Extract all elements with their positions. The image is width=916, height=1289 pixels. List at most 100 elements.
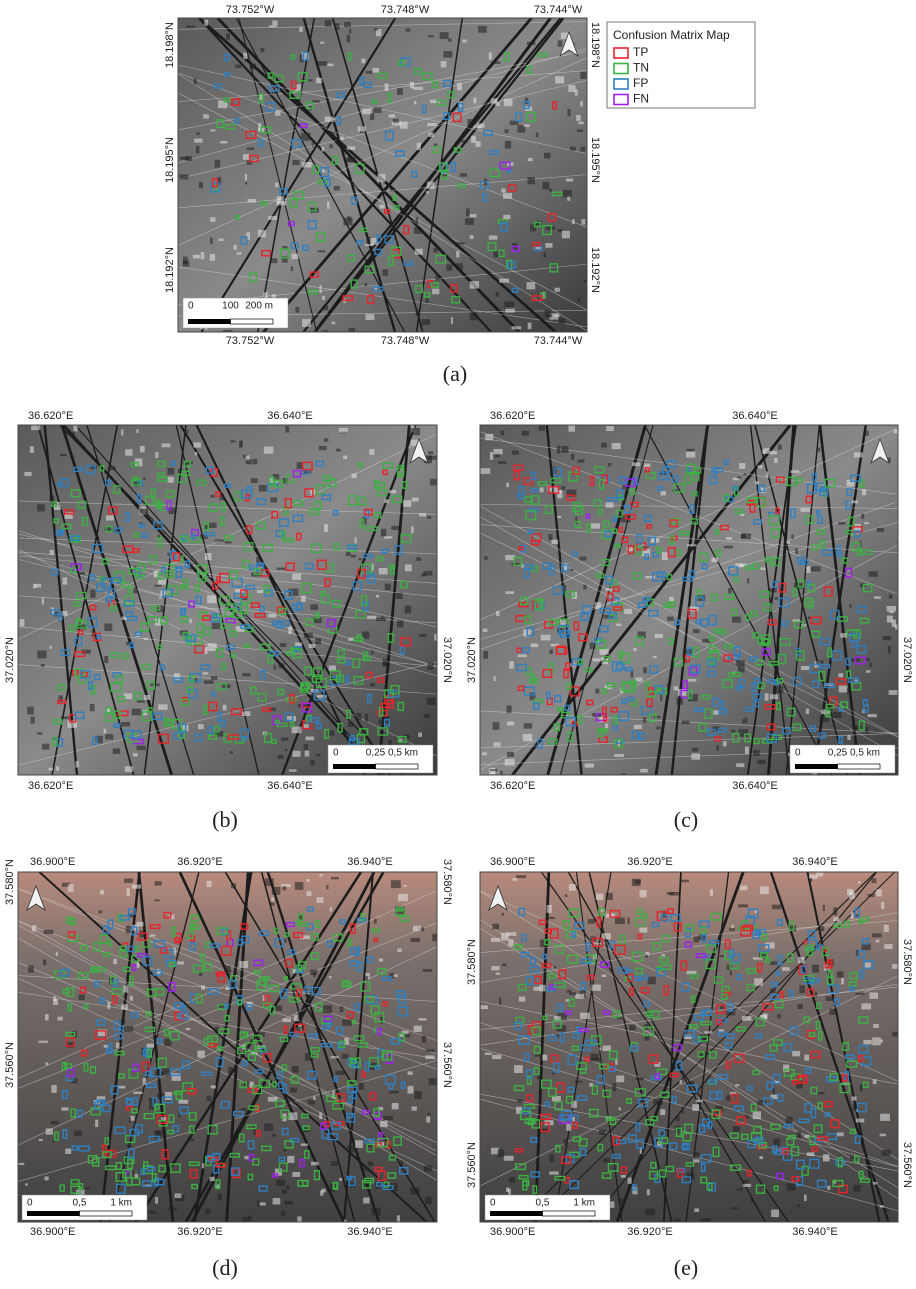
texture — [85, 1187, 90, 1190]
texture — [354, 537, 357, 544]
building-outline — [816, 1179, 827, 1188]
building-outline — [724, 939, 731, 950]
texture — [770, 961, 778, 965]
texture — [427, 122, 437, 127]
texture — [132, 1170, 139, 1175]
building-outline — [145, 1010, 152, 1017]
building-outline — [775, 507, 780, 515]
building-outline — [780, 620, 789, 627]
building-outline — [87, 1155, 98, 1164]
texture — [587, 918, 596, 924]
texture — [812, 964, 820, 973]
building-outline — [382, 1184, 394, 1191]
building-outline — [690, 995, 696, 1003]
building-outline — [253, 969, 262, 975]
building-outline — [554, 1101, 563, 1111]
texture — [796, 1080, 803, 1089]
texture — [300, 132, 311, 141]
texture — [819, 1135, 822, 1143]
texture — [488, 52, 492, 60]
building-outline — [274, 927, 279, 934]
texture — [741, 1016, 752, 1021]
building-outline — [283, 1025, 289, 1034]
panel-caption: (b) — [212, 807, 238, 832]
texture — [583, 584, 587, 590]
texture — [432, 933, 437, 942]
street — [216, 18, 521, 332]
building-outline — [751, 683, 757, 692]
building-outline — [352, 658, 361, 669]
building-outline — [708, 615, 717, 626]
texture — [198, 724, 204, 730]
texture — [731, 924, 734, 929]
building-outline — [847, 677, 859, 683]
building-outline — [530, 471, 537, 481]
texture — [757, 1100, 766, 1106]
texture — [196, 132, 200, 135]
building-outline — [735, 685, 743, 691]
building-outline — [759, 590, 770, 598]
map-image — [480, 872, 898, 1222]
building-outline — [155, 499, 160, 507]
map-panel: 36.900°E 36.920°E 36.940°E36.900°E 36.920°E… — [466, 856, 913, 1280]
building-outline — [795, 1159, 805, 1170]
building-outline — [529, 677, 539, 684]
texture — [210, 237, 213, 245]
building-outline — [638, 975, 649, 981]
building-outline — [169, 1068, 181, 1076]
building-outline — [247, 1140, 255, 1150]
texture — [268, 25, 277, 28]
texture — [885, 1208, 889, 1212]
texture — [500, 770, 503, 775]
texture — [692, 747, 699, 752]
texture — [347, 1145, 356, 1153]
building-outline — [596, 1075, 605, 1085]
texture — [466, 208, 470, 217]
building-outline — [365, 671, 373, 679]
texture — [309, 969, 318, 975]
building-outline — [680, 960, 688, 971]
building-outline — [64, 509, 75, 515]
texture — [131, 708, 142, 716]
building-outline — [199, 664, 211, 671]
texture — [310, 604, 319, 610]
building-outline — [611, 1154, 621, 1159]
texture — [148, 1210, 157, 1214]
texture — [606, 426, 614, 432]
building-outline — [779, 991, 784, 999]
north-arrow — [409, 437, 429, 465]
texture — [634, 677, 643, 682]
texture — [242, 1217, 252, 1222]
building-outline — [262, 543, 273, 552]
building-outline — [327, 478, 337, 488]
building-outline — [640, 706, 652, 715]
texture — [692, 1157, 700, 1163]
texture — [741, 533, 752, 539]
texture — [797, 1204, 800, 1208]
texture — [328, 975, 332, 979]
texture — [369, 449, 375, 455]
texture — [41, 597, 44, 605]
building-outline — [192, 964, 204, 973]
building-outline — [691, 490, 698, 497]
building-outline — [113, 571, 125, 582]
texture — [27, 706, 34, 715]
texture — [865, 726, 869, 734]
building-outline — [157, 733, 169, 744]
building-outline — [817, 515, 823, 525]
building-outline — [293, 191, 305, 200]
texture — [495, 101, 500, 106]
building-outline — [752, 929, 760, 939]
building-outline — [809, 1158, 820, 1169]
texture — [210, 676, 218, 680]
texture — [673, 686, 679, 691]
texture — [838, 685, 848, 693]
building-outline — [686, 463, 697, 474]
building-outline — [146, 707, 153, 713]
legend-label: FN — [633, 92, 649, 106]
building-outline — [548, 486, 560, 494]
building-outline — [750, 1103, 757, 1112]
texture — [270, 497, 278, 503]
building-outline — [400, 1081, 406, 1089]
building-outline — [230, 1167, 240, 1176]
